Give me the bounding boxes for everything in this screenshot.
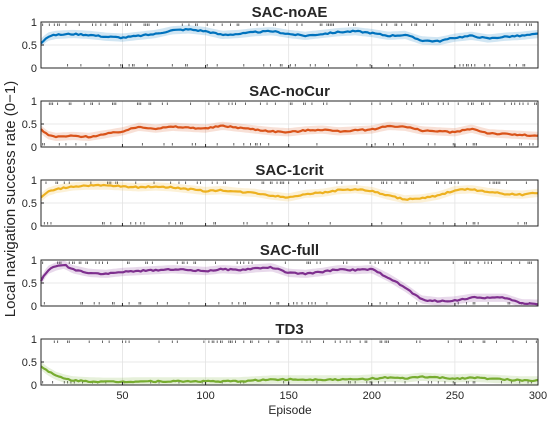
- x-axis-label: Episode: [268, 403, 312, 417]
- series-line: [40, 124, 539, 139]
- subplot-grid: 0 0.5 1 SAC-noAE 0 0.5 1 SAC-noCur 0 0.5 1 SAC-1cri…: [22, 4, 547, 402]
- subplot-0: 0 0.5 1 SAC-noAE: [22, 4, 539, 75]
- y-axis-label: Local navigation success rate (0−1): [2, 81, 19, 317]
- series-line: [40, 263, 539, 306]
- x-tick-label: 300: [529, 390, 547, 402]
- panel-title: SAC-noCur: [249, 83, 330, 100]
- confidence-band: [41, 361, 538, 385]
- y-tick-label: 0.5: [22, 357, 37, 369]
- y-tick-label: 0.5: [22, 198, 37, 210]
- subplot-3: 0 0.5 1 SAC-full: [22, 242, 539, 313]
- subplot-2: 0 0.5 1 SAC-1crit: [22, 162, 539, 233]
- series-line: [40, 28, 539, 45]
- confidence-band: [41, 25, 538, 47]
- y-tick-label: 1: [31, 96, 37, 108]
- y-tick-label: 1: [31, 255, 37, 267]
- episode-markers: [42, 261, 532, 305]
- y-tick-label: 0: [31, 221, 37, 233]
- x-tick-label: 200: [363, 390, 381, 402]
- y-tick-label: 0: [31, 63, 37, 75]
- y-tick-label: 0.5: [22, 119, 37, 131]
- episode-markers: [42, 23, 539, 67]
- y-tick-label: 0: [31, 301, 37, 313]
- confidence-band: [41, 181, 538, 204]
- y-tick-label: 1: [31, 334, 37, 346]
- episode-markers: [40, 102, 537, 146]
- series-line: [40, 365, 539, 384]
- x-tick-label: 100: [196, 390, 214, 402]
- series-line: [40, 183, 539, 201]
- y-tick-label: 1: [31, 175, 37, 187]
- episode-markers: [43, 181, 527, 225]
- panel-title: SAC-full: [260, 242, 319, 259]
- subplot-1: 0 0.5 1 SAC-noCur: [22, 83, 539, 154]
- panel-title: TD3: [275, 321, 303, 338]
- y-tick-label: 1: [31, 17, 37, 29]
- y-tick-label: 0: [31, 380, 37, 392]
- y-tick-label: 0.5: [22, 278, 37, 290]
- x-tick-label: 50: [116, 390, 128, 402]
- x-tick-label: 250: [446, 390, 464, 402]
- panel-title: SAC-1crit: [255, 162, 323, 179]
- y-tick-label: 0.5: [22, 40, 37, 52]
- panel-title: SAC-noAE: [252, 4, 328, 21]
- y-tick-label: 0: [31, 142, 37, 154]
- x-tick-label: 150: [279, 390, 297, 402]
